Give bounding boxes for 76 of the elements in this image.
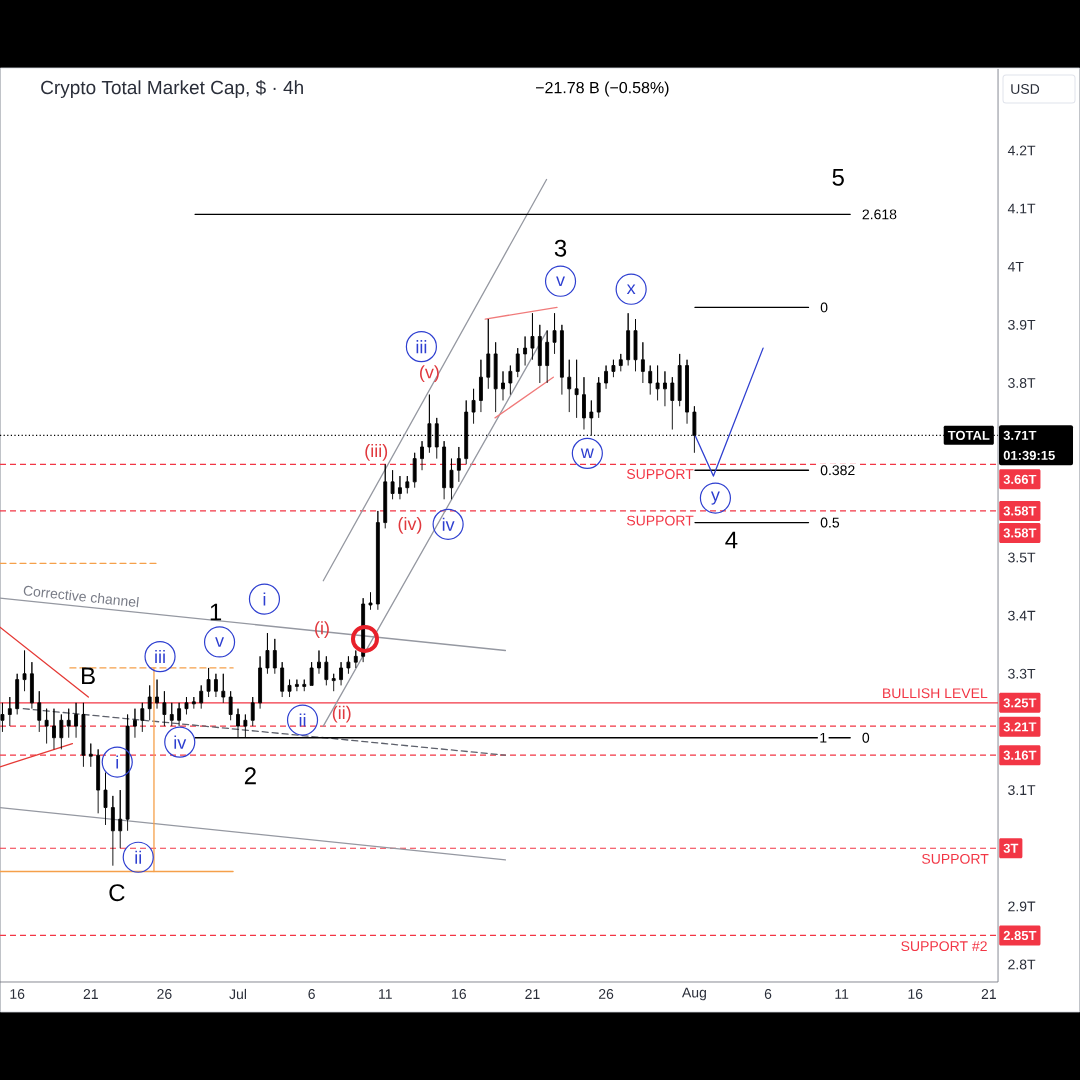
annotation: v bbox=[556, 276, 565, 286]
x-tick-label: Aug bbox=[681, 987, 706, 1001]
annotation: 2 bbox=[244, 767, 256, 785]
annotation: 2.618 bbox=[862, 209, 897, 220]
text: −21.78 B (−0.58%) bbox=[536, 81, 669, 97]
y-tick-label: 4T bbox=[1007, 261, 1024, 272]
annotation: i bbox=[116, 755, 119, 769]
x-tick-label: 11 bbox=[379, 989, 392, 999]
y-tick-label: 3.4T bbox=[1008, 610, 1036, 621]
annotation: (iii) bbox=[365, 444, 388, 461]
annotation: (ii) bbox=[332, 705, 351, 723]
y-tick-label: 3.9T bbox=[1008, 319, 1036, 330]
annotation: y bbox=[710, 491, 720, 505]
annotation: i bbox=[263, 592, 266, 606]
x-tick-label: 16 bbox=[452, 989, 467, 999]
annotation: 5 bbox=[832, 168, 844, 186]
y-tick-label: 3.1T bbox=[1008, 785, 1036, 796]
y-tick-label: 4.1T bbox=[1007, 203, 1036, 214]
ref-line-label: 3.25T bbox=[1003, 698, 1037, 708]
annotation: BULLISH LEVEL bbox=[883, 688, 988, 699]
annotation: SUPPORT bbox=[922, 853, 989, 864]
x-tick-label: Jul bbox=[229, 988, 247, 1000]
annotation: SUPPORT bbox=[626, 515, 694, 526]
annotation: 0 bbox=[820, 302, 828, 313]
annotation: (v) bbox=[420, 365, 439, 383]
x-tick-label: 6 bbox=[764, 989, 772, 999]
x-tick-label: 6 bbox=[308, 989, 315, 999]
x-tick-label: 16 bbox=[908, 989, 923, 999]
annotation: C bbox=[109, 884, 125, 902]
y-tick-label: 3.8T bbox=[1008, 378, 1036, 388]
annotation: 4 bbox=[725, 531, 738, 549]
annotation: iii bbox=[416, 340, 427, 354]
y-tick-label: 2.8T bbox=[1008, 959, 1036, 970]
annotation: B bbox=[82, 667, 95, 685]
annotation: x bbox=[626, 284, 636, 294]
annotation: v bbox=[215, 637, 224, 647]
annotation: SUPPORT bbox=[626, 469, 694, 480]
x-tick-label: 21 bbox=[525, 989, 540, 999]
y-tick-label: 4.2T bbox=[1007, 145, 1036, 156]
annotation: (iv) bbox=[398, 516, 422, 534]
annotation: 0.382 bbox=[820, 465, 855, 476]
annotation: iv bbox=[174, 735, 187, 749]
annotation: 1 bbox=[210, 603, 222, 621]
annotation: 1 bbox=[820, 732, 827, 743]
x-tick-label: 16 bbox=[10, 989, 25, 999]
x-tick-label: 11 bbox=[835, 989, 849, 999]
x-tick-label: 26 bbox=[598, 989, 614, 999]
annotation: w bbox=[580, 448, 594, 459]
annotation: TOTAL bbox=[947, 430, 990, 440]
x-tick-label: 21 bbox=[83, 989, 98, 999]
ref-line-label: 3T bbox=[1003, 843, 1019, 853]
annotation: 0 bbox=[862, 732, 870, 743]
annotation: iv bbox=[442, 517, 455, 531]
y-tick-label: 3.3T bbox=[1008, 668, 1036, 679]
annotation: 3 bbox=[554, 239, 567, 257]
text: Crypto Total Market Cap, $ · 4h bbox=[41, 79, 303, 98]
annotation: 0.5 bbox=[820, 517, 840, 528]
ref-line-label: 3.16T bbox=[1003, 750, 1037, 760]
annotation: 3.58T bbox=[1003, 528, 1037, 538]
ref-line-label: 3.58T bbox=[1003, 506, 1037, 516]
x-tick-label: 21 bbox=[981, 989, 996, 999]
y-axis-title: USD bbox=[1011, 84, 1040, 94]
annotation: (i) bbox=[315, 621, 329, 638]
annotation: iii bbox=[155, 650, 165, 664]
y-tick-label: 2.9T bbox=[1008, 901, 1036, 912]
annotation: Corrective channel bbox=[23, 585, 139, 608]
annotation: 01:39:15 bbox=[1003, 450, 1055, 460]
annotation: ii bbox=[135, 850, 142, 864]
ref-line-label: 2.85T bbox=[1003, 930, 1037, 941]
annotation: ii bbox=[299, 713, 306, 727]
x-tick-label: 26 bbox=[157, 989, 172, 999]
ref-line-label: 3.71T bbox=[1003, 430, 1037, 440]
annotation: SUPPORT #2 bbox=[901, 941, 987, 952]
ref-line-label: 3.21T bbox=[1003, 722, 1037, 732]
ref-line-label: 3.66T bbox=[1003, 474, 1037, 484]
y-tick-label: 3.5T bbox=[1008, 552, 1036, 563]
